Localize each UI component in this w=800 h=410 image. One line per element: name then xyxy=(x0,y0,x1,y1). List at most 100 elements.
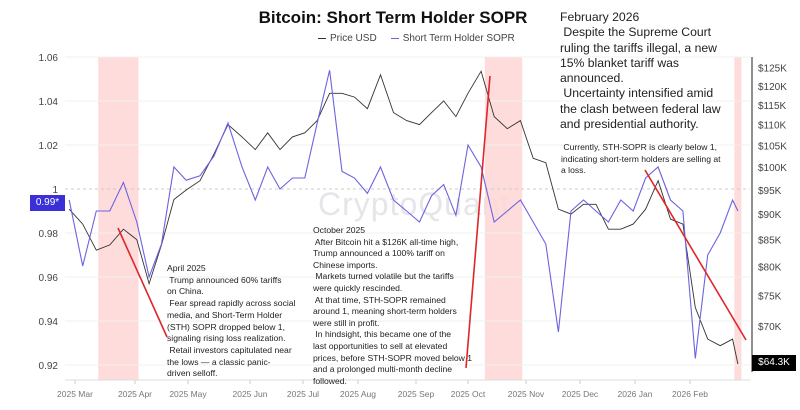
sopr-point xyxy=(545,243,547,245)
sopr-point xyxy=(267,166,269,168)
annotation-currently: Currently, STH-SOPR is clearly below 1, … xyxy=(561,142,721,175)
price-point xyxy=(670,218,672,220)
sopr-point xyxy=(367,193,369,195)
price-point xyxy=(185,189,187,191)
y-tick-label: 0.98 xyxy=(39,229,59,240)
price-point xyxy=(719,345,721,347)
sopr-point xyxy=(148,276,150,278)
current-sopr-badge: 0.99* xyxy=(30,195,65,211)
x-tick-label: 2025 Jun xyxy=(233,389,268,399)
y-right-tick-label: $125K xyxy=(758,64,787,75)
sopr-point xyxy=(467,144,469,146)
sopr-point xyxy=(341,171,343,173)
y-axis-left: 1.06 1.04 1.02 1 0.98 0.96 0.94 0.92 xyxy=(39,53,59,372)
arrow-february-2026 xyxy=(644,169,747,341)
legend-swatch-price xyxy=(318,37,326,40)
sopr-point xyxy=(480,166,482,168)
sopr-point xyxy=(506,210,508,212)
y-tick-label: 1.02 xyxy=(39,141,59,152)
price-point xyxy=(393,112,395,114)
y-tick-label: 1 xyxy=(52,185,58,196)
x-tick-label: 2025 Dec xyxy=(562,389,599,399)
y-right-tick-label: $85K xyxy=(758,236,782,247)
sopr-point xyxy=(82,265,84,267)
price-point xyxy=(367,108,369,110)
price-point xyxy=(380,74,382,76)
sopr-point xyxy=(109,210,111,212)
legend-item-sopr[interactable]: Short Term Holder SOPR xyxy=(390,33,515,44)
sopr-point xyxy=(185,179,187,181)
price-point xyxy=(406,120,408,122)
sopr-point xyxy=(95,210,97,212)
sopr-point xyxy=(520,199,522,201)
x-tick-label: 2026 Feb xyxy=(672,389,708,399)
price-point xyxy=(173,199,175,201)
y-tick-label: 0.96 xyxy=(39,273,59,284)
price-point xyxy=(493,116,495,118)
x-tick-label: 2025 Sep xyxy=(398,389,435,399)
y-tick-label: 0.92 xyxy=(39,361,59,372)
y-right-tick-label: $75K xyxy=(758,291,782,302)
price-point xyxy=(506,128,508,130)
sopr-point xyxy=(682,210,684,212)
x-tick-label: 2025 Mar xyxy=(57,389,93,399)
y-right-tick-label: $105K xyxy=(758,141,787,152)
sopr-point xyxy=(161,243,163,245)
y-tick-label: 0.94 xyxy=(39,317,59,328)
sopr-point xyxy=(199,175,201,177)
sopr-point xyxy=(380,166,382,168)
current-price-badge: $64.3K xyxy=(752,355,796,371)
price-point xyxy=(558,208,560,210)
y-right-tick-label: $90K xyxy=(758,210,782,221)
price-point xyxy=(443,100,445,102)
x-tick-label: 2025 Nov xyxy=(508,389,545,399)
price-point xyxy=(95,249,97,251)
sopr-point xyxy=(455,215,457,217)
highlight-bands xyxy=(98,57,742,380)
x-tick-label: 2025 Apr xyxy=(118,389,152,399)
price-point xyxy=(455,116,457,118)
sopr-point xyxy=(695,358,697,360)
sopr-point xyxy=(304,177,306,179)
x-tick-label: 2025 Jul xyxy=(287,389,319,399)
sopr-point xyxy=(732,199,734,201)
legend-label-price: Price USD xyxy=(330,33,377,44)
price-point xyxy=(316,120,318,122)
legend-item-price[interactable]: Price USD xyxy=(318,33,377,44)
annotation-october-2025: October 2025 After Bitcoin hit a $126K a… xyxy=(313,225,473,386)
price-point xyxy=(267,132,269,134)
price-point xyxy=(354,96,356,98)
x-tick-label: 2025 Aug xyxy=(340,389,376,399)
price-point xyxy=(682,223,684,225)
y-right-tick-label: $115K xyxy=(758,101,787,112)
legend: Price USD Short Term Holder SOPR xyxy=(318,33,515,44)
y-right-tick-label: $80K xyxy=(758,263,782,274)
y-axis-right: $125K $120K $115K $110K $105K $100K $95K $90K $8… xyxy=(758,64,787,334)
price-point xyxy=(109,244,111,246)
price-point xyxy=(148,283,150,285)
price-point xyxy=(532,157,534,159)
price-point xyxy=(632,223,634,225)
sopr-point xyxy=(279,188,281,190)
price-point xyxy=(620,228,622,230)
price-point xyxy=(467,93,469,95)
price-point xyxy=(570,213,572,215)
x-axis: 2025 Mar 2025 Apr 2025 May 2025 Jun 2025 Jul… xyxy=(57,380,708,399)
price-point xyxy=(480,70,482,72)
grid xyxy=(65,56,750,366)
highlight-band xyxy=(98,57,139,380)
price-point xyxy=(608,228,610,230)
series-sth-sopr xyxy=(68,70,739,359)
price-point xyxy=(82,223,84,225)
sopr-point xyxy=(241,166,243,168)
sopr-point xyxy=(292,177,294,179)
x-tick-label: 2025 Oct xyxy=(451,389,486,399)
price-point xyxy=(657,180,659,182)
watermark: CryptoQuant xyxy=(318,186,511,222)
y-right-tick-label: $110K xyxy=(758,121,787,132)
y-right-tick-label: $100K xyxy=(758,163,787,174)
sopr-point xyxy=(583,199,585,201)
arrow-april-2025 xyxy=(117,227,168,338)
chart-title-text: Bitcoin: Short Term Holder SOPR xyxy=(258,8,528,27)
price-point xyxy=(255,149,257,151)
